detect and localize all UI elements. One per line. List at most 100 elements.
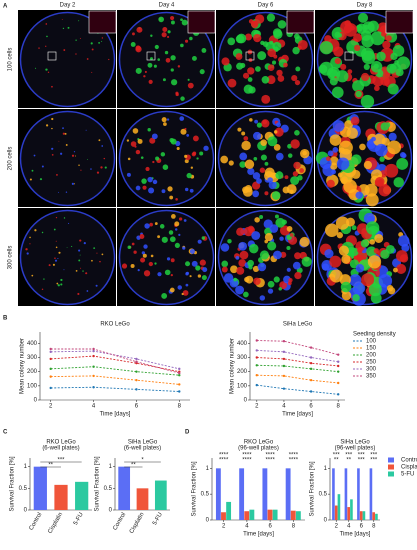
cell-colony — [57, 284, 60, 287]
cell-colony — [79, 254, 81, 256]
cell-colony — [57, 258, 59, 260]
cell-colony — [384, 163, 399, 178]
cell-colony — [33, 154, 36, 157]
cell-colony — [247, 167, 255, 176]
cell-colony — [161, 32, 167, 38]
cell-colony — [221, 266, 228, 273]
cell-colony — [186, 172, 192, 179]
significance: *** — [57, 458, 65, 464]
cell-colony — [297, 39, 308, 50]
cell-colony — [178, 233, 181, 237]
cell-colony — [279, 236, 284, 241]
y-tick-label: 0.5 — [19, 486, 28, 492]
cell-colony — [183, 219, 187, 222]
x-tick-label: 5-FU — [152, 512, 164, 527]
y-axis-label: Mean colony number — [20, 338, 26, 394]
x-axis-label: Time [days] — [282, 412, 313, 418]
cell-colony — [199, 69, 205, 75]
cell-colony — [283, 62, 288, 68]
cell-colony — [185, 283, 189, 287]
cell-colony — [71, 154, 75, 157]
x-tick-label: 6 — [309, 404, 313, 410]
cell-colony — [199, 151, 204, 156]
cell-colony — [150, 57, 153, 61]
cell-colony — [396, 157, 409, 170]
cell-colony — [275, 171, 284, 180]
cell-colony — [294, 79, 301, 86]
cell-colony — [261, 94, 271, 104]
cell-colony — [385, 35, 392, 42]
cell-colony — [168, 230, 174, 235]
cell-colony — [393, 267, 398, 273]
cell-colony — [341, 290, 352, 301]
cell-colony — [273, 250, 282, 260]
cell-colony — [239, 161, 246, 168]
cell-colony — [301, 256, 312, 267]
data-point — [135, 360, 138, 363]
cell-colony — [238, 241, 248, 251]
legend-label: 300 — [366, 367, 377, 373]
legend-label: 5-FU — [401, 472, 414, 478]
cell-colony — [121, 263, 128, 269]
cell-colony — [191, 55, 197, 61]
cell-colony — [31, 274, 34, 277]
data-point — [92, 349, 95, 353]
x-axis-label: Time [days] — [100, 412, 131, 418]
cell-colony — [134, 145, 137, 148]
column-label: Day 8 — [357, 3, 373, 9]
cell-colony — [177, 65, 181, 68]
significance: *** — [370, 458, 378, 464]
cell-colony — [135, 67, 142, 74]
x-tick-label: 8 — [337, 404, 341, 410]
cell-colony — [63, 269, 65, 271]
cell-colony — [147, 62, 153, 68]
cell-colony — [73, 183, 76, 185]
x-tick-label: 6 — [360, 524, 364, 530]
cell-colony — [236, 62, 244, 70]
significance: ** — [334, 458, 339, 464]
cell-colony — [46, 35, 48, 38]
cell-colony — [252, 190, 260, 198]
x-axis-label: Time [days] — [340, 532, 371, 538]
data-point — [255, 383, 258, 387]
cell-colony — [286, 225, 293, 232]
cell-colony — [252, 172, 261, 180]
bar — [350, 499, 353, 520]
cell-colony — [62, 27, 65, 30]
cell-colony — [365, 221, 380, 235]
cell-colony — [151, 133, 158, 140]
cell-colony — [380, 76, 390, 86]
data-point — [255, 339, 258, 342]
cell-colony — [293, 161, 301, 170]
bar — [344, 468, 348, 520]
micrograph — [315, 10, 414, 109]
cell-colony — [174, 242, 180, 248]
significance: **** — [265, 458, 275, 464]
y-tick-label: 1 — [109, 464, 113, 470]
cell-colony — [189, 188, 194, 193]
cell-colony — [396, 263, 407, 274]
cell-colony — [130, 264, 135, 269]
cell-colony — [55, 240, 57, 242]
cell-colony — [185, 187, 189, 192]
y-tick-label: 300 — [27, 355, 38, 361]
legend-label: 250 — [366, 360, 377, 366]
data-point — [49, 350, 52, 354]
x-tick-label: 4 — [347, 524, 351, 530]
cell-colony — [375, 177, 385, 187]
column-label: Day 2 — [60, 3, 76, 9]
cell-colony — [148, 187, 155, 194]
cell-colony — [267, 241, 277, 251]
cell-colony — [64, 132, 67, 135]
bar — [369, 468, 373, 520]
chart-subtitle: (96-well plates) — [335, 446, 376, 452]
data-point — [337, 381, 340, 385]
cell-colony — [353, 282, 366, 294]
cell-colony — [340, 281, 352, 293]
cell-colony — [54, 259, 58, 262]
y-tick-label: 0 — [206, 518, 210, 524]
cell-colony — [142, 253, 147, 258]
significance: *** — [358, 458, 366, 464]
bar — [244, 511, 250, 520]
cell-colony — [363, 160, 373, 170]
